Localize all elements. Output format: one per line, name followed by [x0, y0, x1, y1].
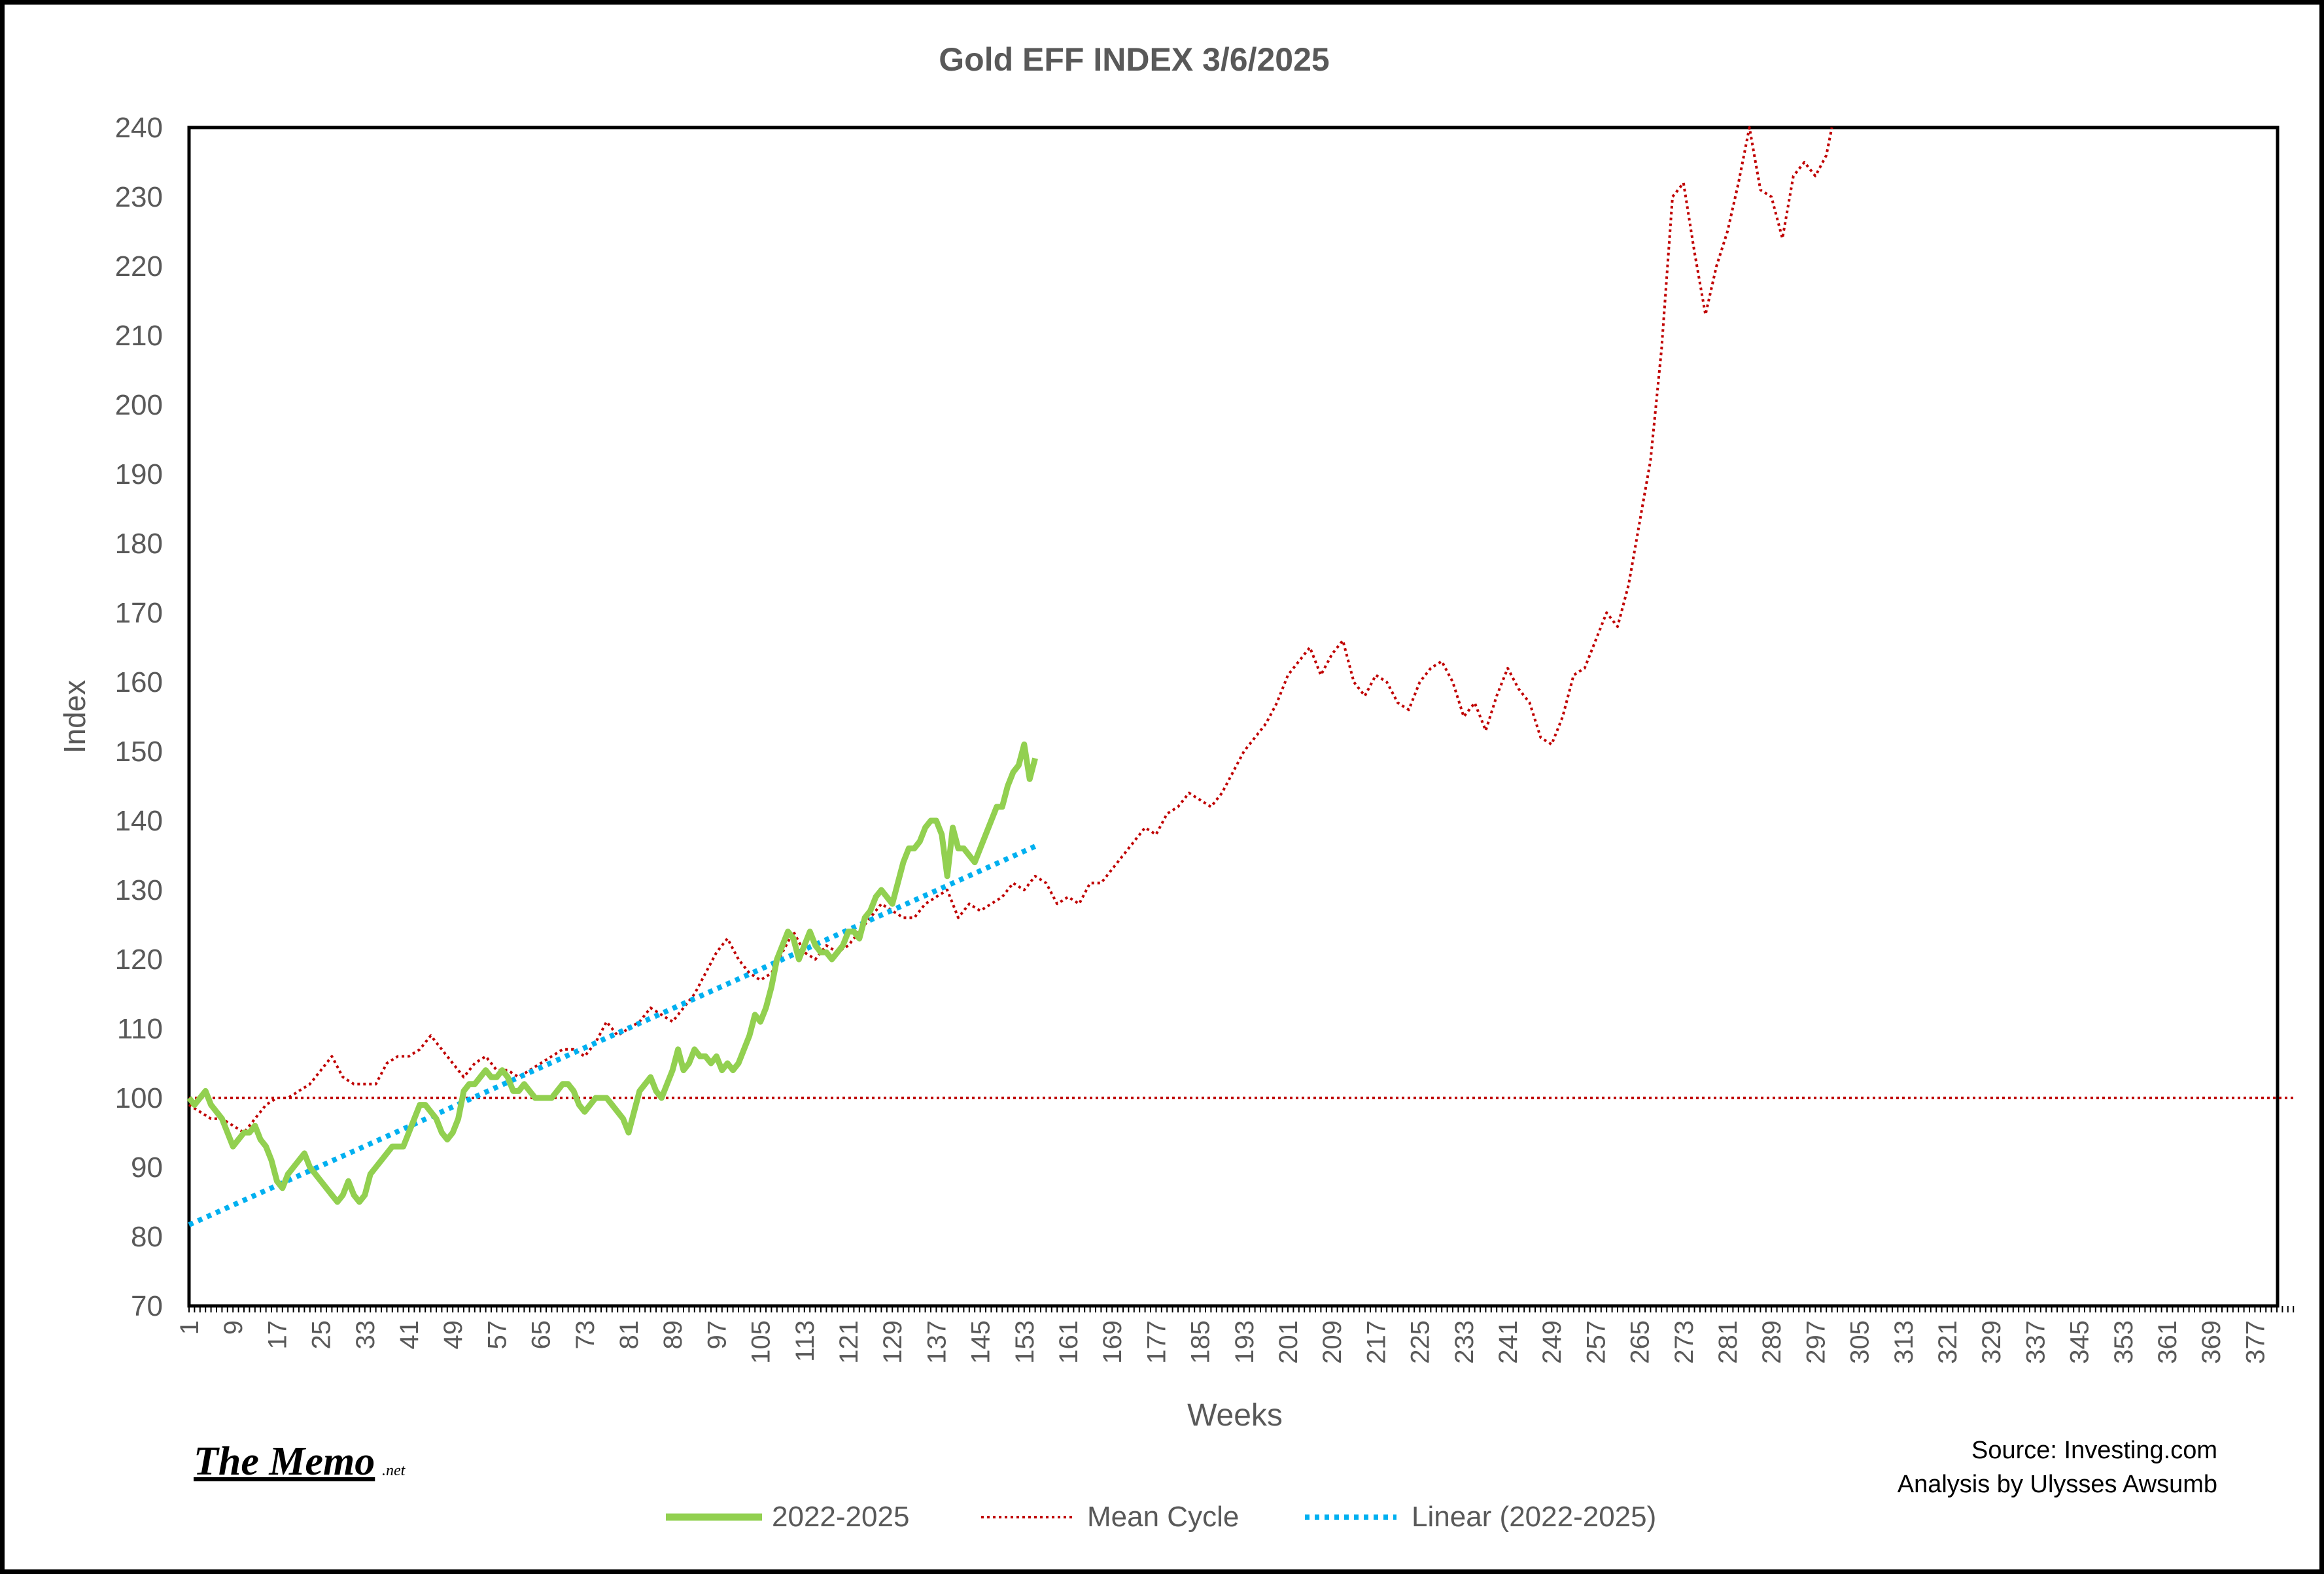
chart-title: Gold EFF INDEX 3/6/2025 — [939, 41, 1329, 78]
y-tick-label: 150 — [115, 736, 163, 768]
x-tick-label: 353 — [2109, 1320, 2138, 1364]
x-tick-label: 249 — [1538, 1320, 1567, 1364]
x-tick-label: 329 — [1977, 1320, 2006, 1364]
y-tick-label: 110 — [117, 1013, 163, 1045]
x-tick-label: 153 — [1011, 1320, 1039, 1364]
x-tick-label: 57 — [483, 1320, 512, 1350]
y-axis-ticks: 70 80 90 100 110 120 130 140 150 160 170 180 190 200 2… — [115, 112, 163, 1322]
y-tick-label: 140 — [115, 805, 163, 837]
x-tick-label: 225 — [1406, 1320, 1435, 1364]
x-tick-label: 305 — [1846, 1320, 1875, 1364]
x-tick-label: 241 — [1494, 1320, 1523, 1364]
y-tick-label: 220 — [115, 250, 163, 282]
x-tick-label: 289 — [1758, 1320, 1786, 1364]
x-tick-label: 1 — [175, 1320, 204, 1335]
x-tick-label: 137 — [922, 1320, 951, 1364]
x-axis-ticks: 1 9 17 25 33 41 49 57 65 73 81 89 97 105 113 121 129 137 1… — [175, 1306, 2295, 1364]
legend-label-mean-cycle: Mean Cycle — [1087, 1501, 1239, 1533]
x-tick-label: 233 — [1450, 1320, 1479, 1364]
legend-label-linear: Linear (2022-2025) — [1412, 1501, 1656, 1533]
y-tick-label: 90 — [131, 1152, 163, 1184]
y-tick-label: 180 — [115, 528, 163, 560]
legend-label-2022-2025: 2022-2025 — [772, 1501, 909, 1533]
plot-area — [187, 126, 2280, 1308]
x-tick-label: 281 — [1714, 1320, 1743, 1364]
analysis-note: Analysis by Ulysses Awsumb — [1898, 1471, 2217, 1498]
series-layer — [186, 126, 2294, 1227]
x-tick-label: 201 — [1274, 1320, 1303, 1364]
x-tick-label: 169 — [1098, 1320, 1127, 1364]
x-tick-label: 121 — [835, 1320, 863, 1364]
x-tick-label: 217 — [1362, 1320, 1391, 1364]
x-tick-label: 33 — [351, 1320, 380, 1350]
source-note: Source: Investing.com — [1971, 1437, 2217, 1464]
x-tick-label: 361 — [2153, 1320, 2182, 1364]
y-tick-label: 70 — [131, 1290, 163, 1322]
series-line-2022-2025 — [186, 741, 1038, 1205]
x-tick-label: 161 — [1054, 1320, 1083, 1364]
memo-logo-suffix: .net — [382, 1462, 406, 1479]
x-tick-label: 313 — [1890, 1320, 1918, 1364]
x-tick-label: 273 — [1670, 1320, 1699, 1364]
x-tick-label: 369 — [2197, 1320, 2226, 1364]
y-tick-label: 240 — [115, 112, 163, 144]
x-tick-label: 265 — [1626, 1320, 1655, 1364]
y-tick-label: 200 — [115, 389, 163, 421]
x-tick-label: 145 — [967, 1320, 996, 1364]
legend: 2022-2025 Mean Cycle Linear (2022-2025) — [666, 1501, 1656, 1533]
y-tick-label: 80 — [131, 1221, 163, 1253]
x-tick-label: 297 — [1801, 1320, 1830, 1364]
x-tick-label: 193 — [1230, 1320, 1259, 1364]
x-tick-label: 9 — [219, 1320, 248, 1335]
memo-logo-text: The Memo — [194, 1439, 375, 1484]
x-tick-label: 73 — [571, 1320, 600, 1350]
x-tick-label: 321 — [1934, 1320, 1962, 1364]
x-tick-label: 41 — [395, 1320, 424, 1350]
x-tick-label: 185 — [1187, 1320, 1215, 1364]
x-tick-label: 65 — [527, 1320, 556, 1350]
x-tick-label: 81 — [615, 1320, 644, 1350]
y-tick-label: 190 — [115, 458, 163, 490]
y-tick-label: 100 — [115, 1082, 163, 1114]
y-tick-label: 120 — [115, 944, 163, 976]
x-tick-label: 177 — [1142, 1320, 1171, 1364]
x-tick-label: 89 — [659, 1320, 687, 1350]
x-tick-label: 105 — [747, 1320, 776, 1364]
y-tick-label: 230 — [115, 181, 163, 213]
x-tick-label: 113 — [791, 1320, 820, 1362]
series-line-mean-cycle — [188, 126, 1833, 1134]
x-axis-label: Weeks — [1187, 1398, 1283, 1433]
x-tick-label: 17 — [263, 1320, 292, 1350]
y-tick-label: 170 — [115, 597, 163, 629]
x-tick-label: 49 — [439, 1320, 468, 1350]
memo-logo: The Memo .net — [194, 1439, 406, 1484]
x-tick-label: 97 — [702, 1320, 731, 1350]
y-tick-label: 210 — [115, 320, 163, 352]
y-tick-label: 130 — [115, 874, 163, 906]
x-tick-label: 25 — [307, 1320, 336, 1350]
x-tick-label: 129 — [878, 1320, 907, 1364]
y-tick-label: 160 — [115, 666, 163, 698]
x-tick-label: 345 — [2066, 1320, 2094, 1364]
y-axis-label: Index — [58, 680, 92, 754]
x-tick-label: 257 — [1582, 1320, 1610, 1364]
series-line-linear-trend — [188, 844, 1037, 1227]
x-tick-label: 337 — [2021, 1320, 2050, 1364]
x-tick-label: 209 — [1318, 1320, 1347, 1364]
x-tick-label: 377 — [2241, 1320, 2270, 1364]
